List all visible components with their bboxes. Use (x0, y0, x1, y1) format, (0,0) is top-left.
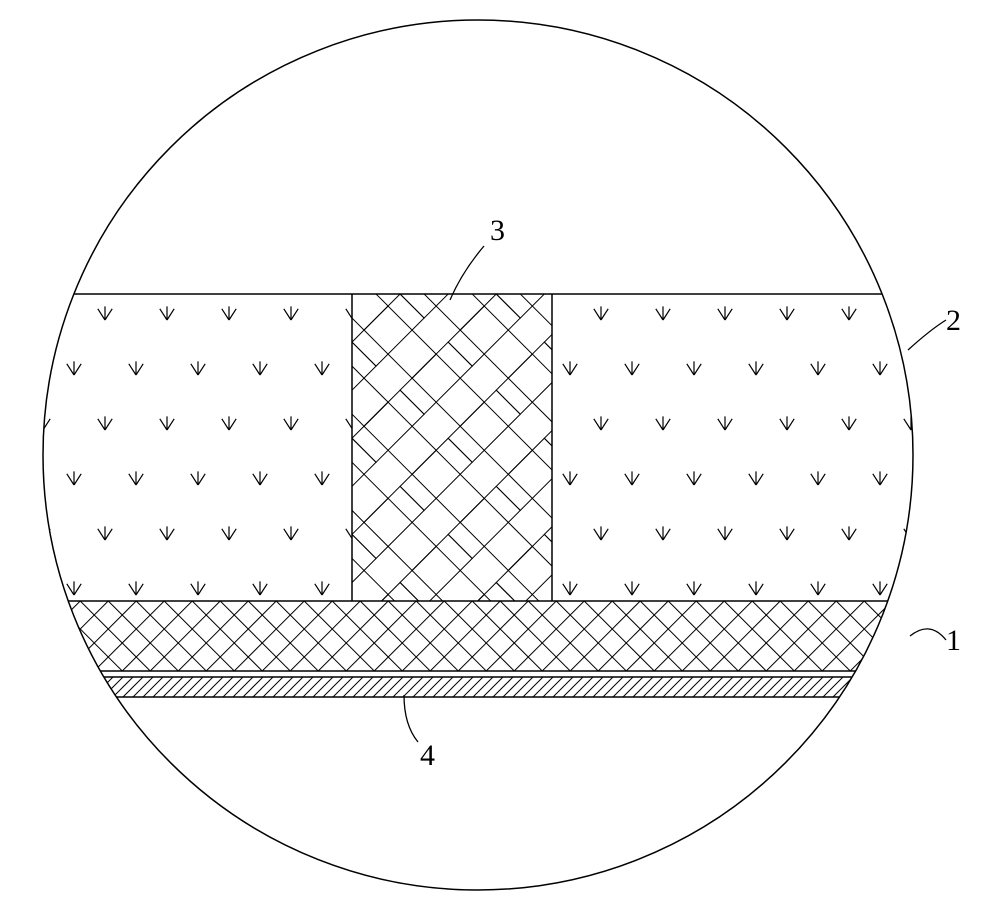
layer-herringbone (0, 0, 1000, 907)
leader-l1 (910, 629, 946, 640)
layer-crosshatch (0, 601, 1000, 671)
leader-l2 (908, 320, 946, 350)
layer-hatched (0, 677, 973, 697)
label-l4: 4 (420, 739, 435, 772)
leader-l4 (404, 695, 418, 742)
diagram-content (0, 0, 1000, 907)
label-l1: 1 (946, 624, 961, 657)
label-l3: 3 (490, 214, 505, 247)
leader-l3 (450, 246, 484, 300)
magnifier-circle (43, 20, 913, 890)
label-l2: 2 (946, 304, 961, 337)
